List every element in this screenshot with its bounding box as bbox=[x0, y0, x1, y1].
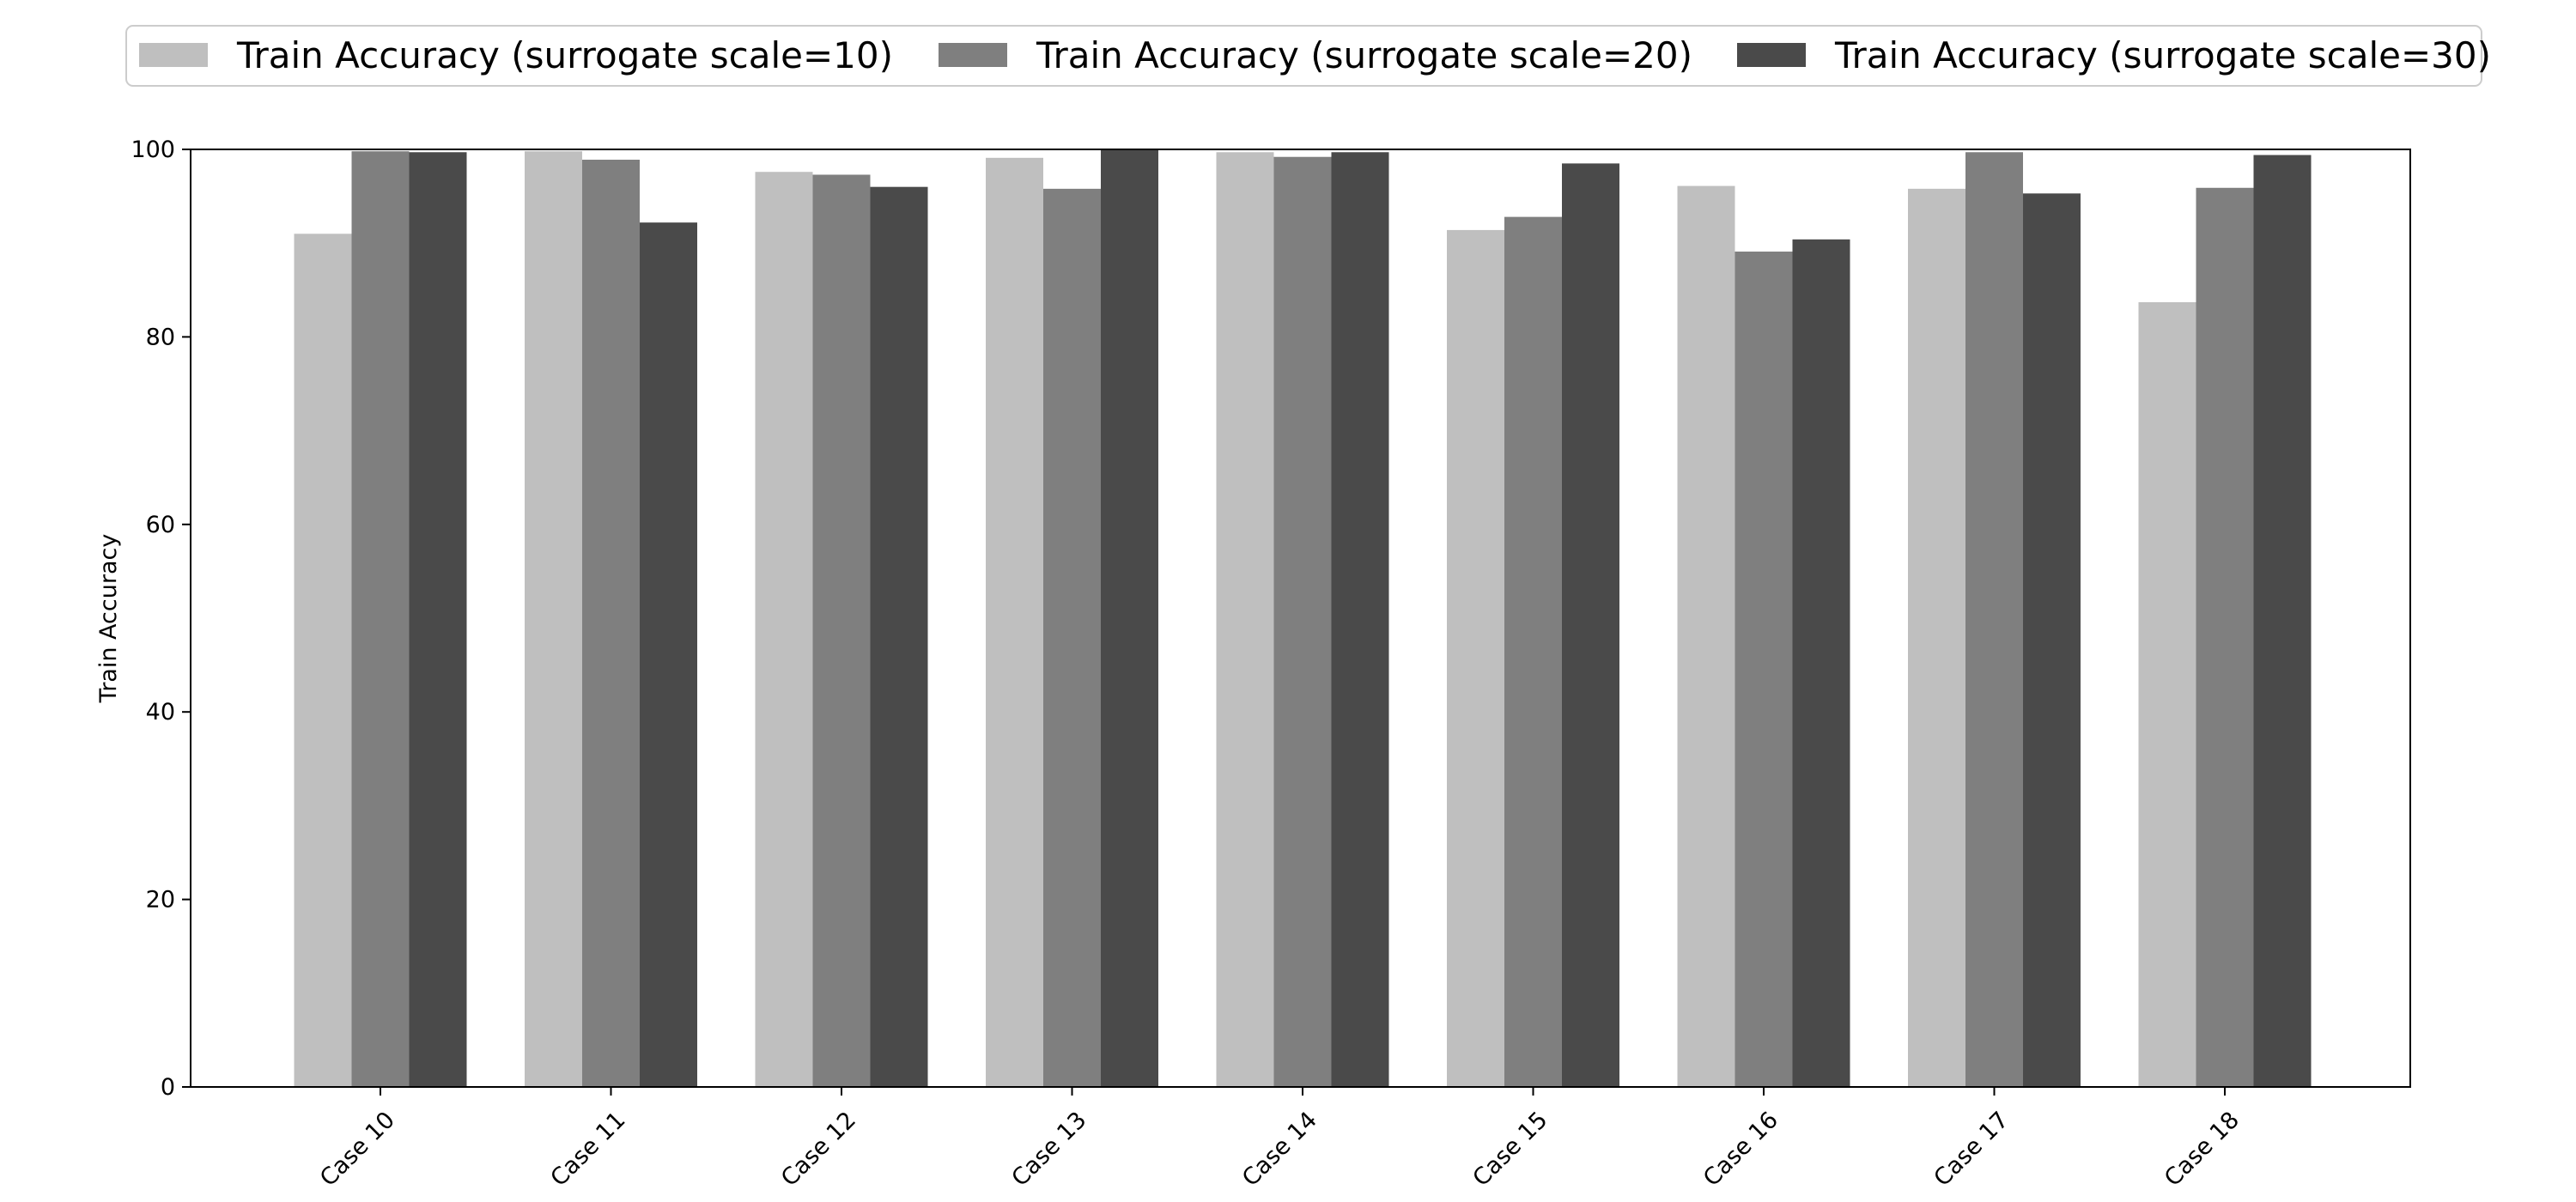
bar-case-14-series-3 bbox=[1331, 152, 1389, 1087]
bar-case-10-series-1 bbox=[294, 234, 352, 1087]
y-axis-title: Train Accuracy bbox=[95, 534, 122, 704]
bar-case-16-series-2 bbox=[1735, 252, 1793, 1087]
x-tick-label: Case 12 bbox=[776, 1107, 861, 1192]
bar-case-15-series-2 bbox=[1504, 216, 1562, 1087]
legend-swatch-series-2 bbox=[939, 43, 1007, 67]
bar-case-10-series-2 bbox=[351, 151, 410, 1088]
legend-label-series-3: Train Accuracy (surrogate scale=30) bbox=[1834, 34, 2491, 76]
bar-case-18-series-1 bbox=[2138, 301, 2196, 1088]
legend-swatch-series-1 bbox=[139, 43, 208, 67]
plot-frame bbox=[190, 149, 2411, 1088]
legend: Train Accuracy (surrogate scale=10) Train… bbox=[125, 25, 2491, 87]
x-tick-label: Case 14 bbox=[1237, 1107, 1322, 1192]
bar-case-13-series-1 bbox=[986, 157, 1043, 1087]
y-tick-label: 0 bbox=[161, 1074, 175, 1101]
y-tick-label: 80 bbox=[146, 324, 175, 350]
legend-swatch-series-3 bbox=[1737, 43, 1806, 67]
bar-case-10-series-3 bbox=[409, 152, 467, 1087]
bar-case-16-series-1 bbox=[1677, 185, 1735, 1087]
bar-case-17-series-1 bbox=[1908, 188, 1965, 1087]
bar-case-14-series-2 bbox=[1273, 156, 1332, 1088]
x-tick-label: Case 18 bbox=[2160, 1107, 2245, 1192]
bar-case-12-series-1 bbox=[755, 172, 813, 1087]
bar-case-15-series-1 bbox=[1447, 229, 1504, 1087]
y-axis: 0 20 40 60 80 100 bbox=[131, 137, 191, 1101]
x-tick-label: Case 13 bbox=[1006, 1107, 1091, 1192]
bar-case-13-series-3 bbox=[1101, 149, 1158, 1087]
bar-case-17-series-2 bbox=[1965, 152, 2023, 1087]
y-tick-label: 100 bbox=[131, 137, 175, 163]
bar-case-13-series-2 bbox=[1043, 188, 1101, 1087]
x-tick-label: Case 15 bbox=[1467, 1107, 1552, 1192]
bar-case-11-series-1 bbox=[525, 151, 582, 1088]
bar-case-12-series-2 bbox=[812, 174, 871, 1087]
y-tick-label: 60 bbox=[146, 512, 175, 538]
x-tick-label: Case 11 bbox=[545, 1107, 630, 1192]
x-tick-label: Case 17 bbox=[1929, 1107, 2014, 1192]
bars-group bbox=[294, 149, 2312, 1088]
bar-case-14-series-1 bbox=[1216, 152, 1274, 1087]
bar-case-11-series-2 bbox=[582, 160, 640, 1088]
x-axis: Case 10 Case 11 Case 12 Case 13 Case 14 Case … bbox=[315, 1087, 2245, 1192]
y-tick-label: 20 bbox=[146, 887, 175, 914]
bar-case-11-series-3 bbox=[640, 222, 697, 1087]
bar-case-15-series-3 bbox=[1562, 163, 1619, 1087]
y-tick-label: 40 bbox=[146, 699, 175, 725]
bar-case-18-series-3 bbox=[2253, 155, 2312, 1087]
bar-case-17-series-3 bbox=[2023, 193, 2081, 1088]
legend-label-series-1: Train Accuracy (surrogate scale=10) bbox=[236, 34, 893, 76]
x-tick-label: Case 16 bbox=[1698, 1107, 1783, 1192]
bar-case-18-series-2 bbox=[2196, 187, 2254, 1088]
bar-case-12-series-3 bbox=[870, 186, 928, 1088]
x-tick-label: Case 10 bbox=[315, 1107, 400, 1192]
legend-frame bbox=[125, 25, 2482, 87]
bar-case-16-series-3 bbox=[1792, 239, 1850, 1087]
legend-label-series-2: Train Accuracy (surrogate scale=20) bbox=[1036, 34, 1692, 76]
